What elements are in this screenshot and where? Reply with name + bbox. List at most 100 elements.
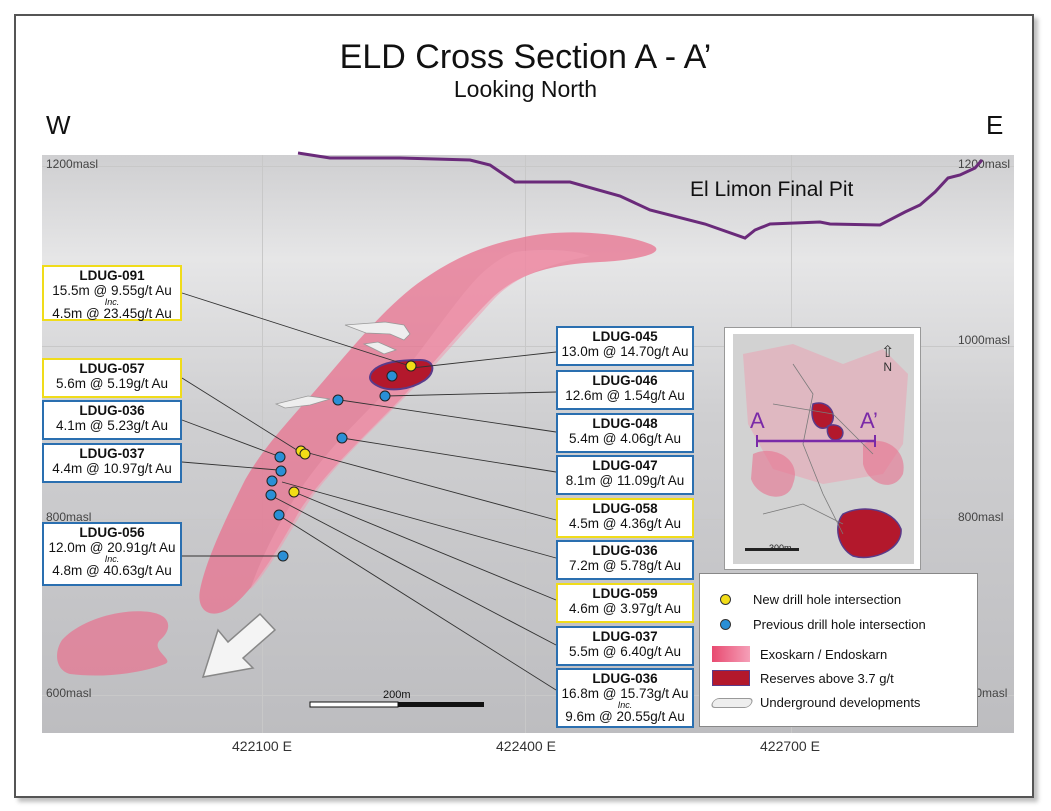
west-label: W xyxy=(46,110,71,140)
intersection-box: LDUG-046 12.6m @ 1.54g/t Au xyxy=(556,370,694,410)
interval: 4.5m @ 4.36g/t Au xyxy=(568,516,682,531)
legend-new-label: New drill hole intersection xyxy=(753,592,902,607)
easting-422100: 422100 E xyxy=(232,738,292,754)
legend-underground-label: Underground developments xyxy=(760,695,921,710)
interval: 5.4m @ 4.06g/t Au xyxy=(568,431,682,446)
pit-label: El Limon Final Pit xyxy=(690,178,854,201)
interval: 7.2m @ 5.78g/t Au xyxy=(568,558,682,573)
previous-hole-dot xyxy=(273,509,285,521)
easting-422400: 422400 E xyxy=(496,738,556,754)
elev-left-1200: 1200masl xyxy=(46,157,99,171)
grid-line-422400 xyxy=(525,155,526,733)
north-arrow-icon: ⇧ N xyxy=(881,344,895,375)
interval: 8.1m @ 11.09g/t Au xyxy=(565,473,685,488)
intersection-box: LDUG-037 5.5m @ 6.40g/t Au xyxy=(556,626,694,666)
hole-id: LDUG-037 xyxy=(79,446,145,461)
hole-id: LDUG-056 xyxy=(79,525,145,540)
previous-hole-dot xyxy=(275,465,287,477)
north-label: N xyxy=(883,360,893,374)
hole-id: LDUG-091 xyxy=(79,268,145,283)
skarn-swatch-icon xyxy=(712,646,750,662)
previous-hole-dot xyxy=(277,550,289,562)
elev-left-600: 600masl xyxy=(46,686,92,700)
inset-map-drawing xyxy=(733,334,914,564)
section-title: ELD Cross Section A - A’ xyxy=(339,38,712,76)
interval: 4.6m @ 3.97g/t Au xyxy=(568,601,682,616)
interval: 4.1m @ 5.23g/t Au xyxy=(55,418,169,433)
hole-id: LDUG-046 xyxy=(592,373,658,388)
intersection-box: LDUG-091 15.5m @ 9.55g/t Au Inc. 4.5m @ … xyxy=(42,265,182,321)
intersection-box: LDUG-036 7.2m @ 5.78g/t Au xyxy=(556,540,694,580)
hole-id: LDUG-059 xyxy=(592,586,658,601)
legend-row-skarn: Exoskarn / Endoskarn xyxy=(712,646,887,662)
intersection-box: LDUG-059 4.6m @ 3.97g/t Au xyxy=(556,583,694,623)
legend-row-underground: Underground developments xyxy=(709,695,921,710)
inc-label: Inc. xyxy=(104,297,120,307)
interval-sub: 4.5m @ 23.45g/t Au xyxy=(52,306,172,321)
scale-bar xyxy=(309,701,484,708)
previous-hole-icon xyxy=(720,619,731,630)
legend-row-previous: Previous drill hole intersection xyxy=(720,617,926,632)
new-hole-dot xyxy=(405,360,417,372)
previous-hole-dot xyxy=(332,394,344,406)
hole-id: LDUG-058 xyxy=(592,501,658,516)
intersection-box: LDUG-036 16.8m @ 15.73g/t Au Inc. 9.6m @… xyxy=(556,668,694,728)
interval: 4.4m @ 10.97g/t Au xyxy=(52,461,172,476)
underground-swatch-icon xyxy=(709,697,755,708)
legend-previous-label: Previous drill hole intersection xyxy=(753,617,926,632)
inset-scale-label: 300m xyxy=(769,543,792,553)
interval: 5.6m @ 5.19g/t Au xyxy=(55,376,169,391)
interval: 12.6m @ 1.54g/t Au xyxy=(565,388,685,403)
grid-line-600 xyxy=(42,695,1014,696)
hole-id: LDUG-036 xyxy=(79,403,145,418)
reserves-swatch-icon xyxy=(712,670,750,686)
inc-label: Inc. xyxy=(617,700,633,710)
section-subtitle: Looking North xyxy=(453,76,598,102)
new-hole-icon xyxy=(720,594,731,605)
interval: 12.0m @ 20.91g/t Au xyxy=(48,540,176,555)
easting-422700: 422700 E xyxy=(760,738,820,754)
intersection-box: LDUG-048 5.4m @ 4.06g/t Au xyxy=(556,413,694,453)
skarn-body-lower xyxy=(57,611,169,676)
legend-reserves-label: Reserves above 3.7 g/t xyxy=(760,670,894,686)
previous-hole-dot xyxy=(274,451,286,463)
hole-id: LDUG-037 xyxy=(592,629,658,644)
previous-hole-dot xyxy=(265,489,277,501)
elev-right-800: 800masl xyxy=(958,510,1004,524)
interval: 5.5m @ 6.40g/t Au xyxy=(568,644,682,659)
hole-id: LDUG-036 xyxy=(592,671,658,686)
legend-row-new: New drill hole intersection xyxy=(720,592,901,607)
intersection-box: LDUG-047 8.1m @ 11.09g/t Au xyxy=(556,455,694,495)
intersection-box: LDUG-037 4.4m @ 10.97g/t Au xyxy=(42,443,182,483)
inset-map-area xyxy=(733,334,914,564)
inc-label: Inc. xyxy=(104,554,120,564)
inset-plan-map: A A’ ⇧ N 300m xyxy=(724,327,921,570)
final-pit-outline xyxy=(297,151,984,240)
drill-intersections xyxy=(265,360,417,562)
elev-right-1200: 1200masl xyxy=(958,157,1011,171)
inset-label-a: A xyxy=(750,408,765,433)
interval: 13.0m @ 14.70g/t Au xyxy=(561,344,689,359)
intersection-box: LDUG-045 13.0m @ 14.70g/t Au xyxy=(556,326,694,366)
grid-line-422100 xyxy=(262,155,263,733)
intersection-box: LDUG-057 5.6m @ 5.19g/t Au xyxy=(42,358,182,398)
interval: 16.8m @ 15.73g/t Au xyxy=(561,686,689,701)
previous-hole-dot xyxy=(386,370,398,382)
hole-id: LDUG-045 xyxy=(592,329,658,344)
interval-sub: 9.6m @ 20.55g/t Au xyxy=(565,709,685,724)
previous-hole-dot xyxy=(379,390,391,402)
underground-developments xyxy=(274,321,411,409)
scale-label: 200m xyxy=(383,689,411,701)
interval-sub: 4.8m @ 40.63g/t Au xyxy=(52,563,172,578)
new-hole-dot xyxy=(288,486,300,498)
previous-hole-dot xyxy=(266,475,278,487)
inset-label-a-prime: A’ xyxy=(860,408,878,433)
hole-id: LDUG-047 xyxy=(592,458,658,473)
hole-id: LDUG-048 xyxy=(592,416,658,431)
grid-line-800 xyxy=(42,519,1014,520)
east-label: E xyxy=(986,110,1004,140)
hole-id: LDUG-036 xyxy=(592,543,658,558)
skarn-body-main xyxy=(199,232,657,614)
elev-right-1000: 1000masl xyxy=(958,333,1011,347)
